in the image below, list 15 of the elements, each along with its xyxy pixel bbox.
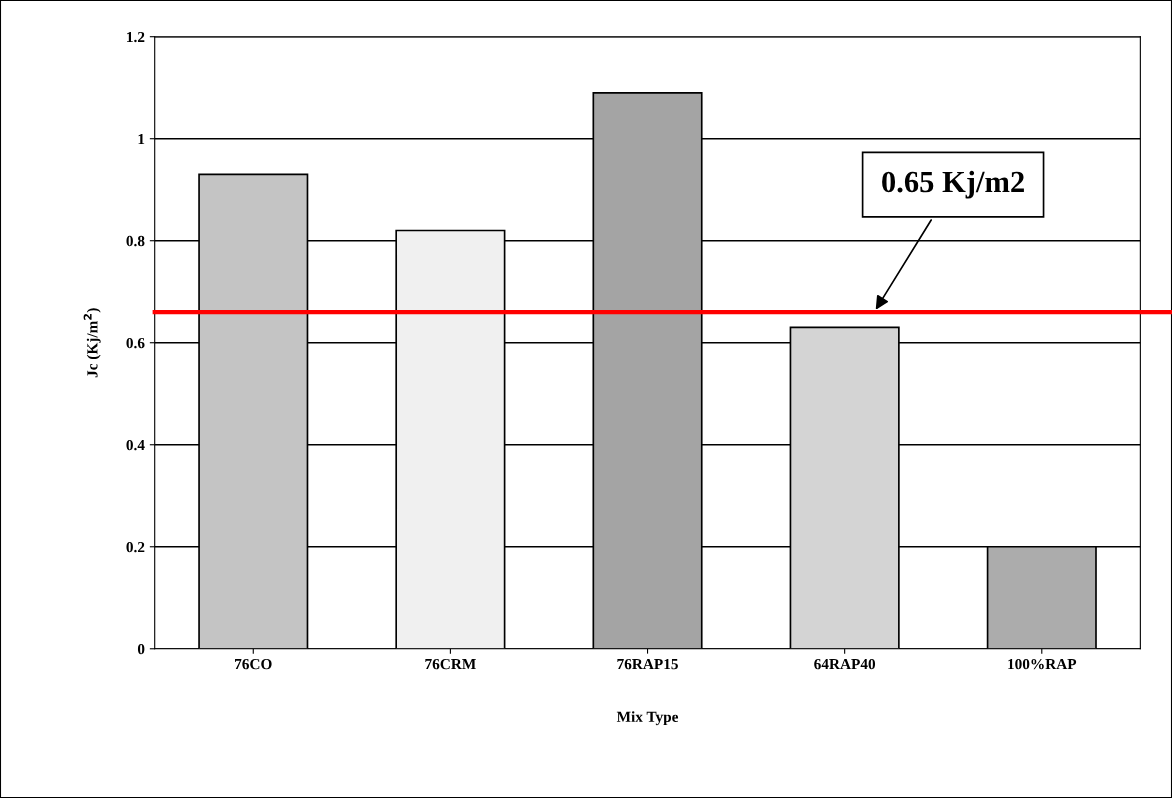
y-tick-label: 0.6: [126, 337, 145, 349]
y-axis-title: Jc (Kj/m$^{2}$): [83, 308, 101, 378]
y-tick-label: 0.8: [126, 235, 145, 247]
y-tick-label: 0: [137, 643, 145, 655]
x-axis-title: Mix Type: [616, 711, 679, 726]
x-tick-label: 76RAP15: [617, 658, 678, 670]
y-tick-label: 1.2: [127, 31, 145, 43]
x-tick-label: 100%RAP: [1008, 658, 1077, 670]
ref-line-label: 0.65 Kj/m2: [882, 170, 1024, 199]
y-tick-label: 0.2: [126, 541, 145, 553]
x-tick-label: 76CO: [235, 658, 272, 670]
y-tick-label: 1: [138, 133, 145, 145]
x-tick-label: 64RAP40: [814, 658, 876, 670]
y-tick-label: 0.4: [126, 439, 145, 451]
x-tick-label: 76CRM: [425, 658, 476, 670]
